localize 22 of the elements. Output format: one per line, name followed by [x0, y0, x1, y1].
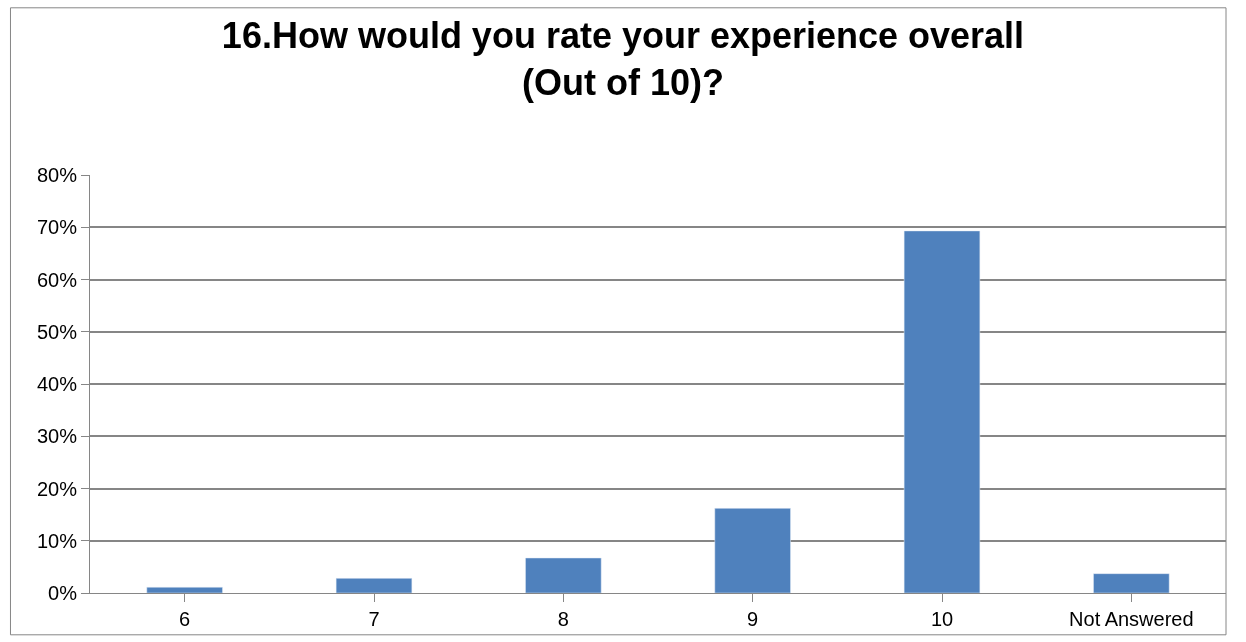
bar [146, 587, 223, 593]
x-tick-label: 7 [368, 608, 380, 630]
bar [335, 578, 413, 593]
bar [1093, 573, 1170, 593]
x-tick-label: 9 [747, 608, 759, 630]
y-tick-label: 80% [36, 164, 78, 186]
x-tick-label: 6 [179, 608, 191, 630]
y-tick-label: 30% [36, 425, 78, 448]
x-tick-label: 8 [557, 608, 569, 630]
y-tick-label: 60% [36, 268, 78, 291]
chart-title: 16.How would you rate your experience overall (Out of 10)? [221, 15, 1025, 103]
bar [525, 557, 602, 593]
y-tick-label: 50% [36, 320, 78, 343]
bar [903, 230, 981, 593]
x-tick-label: 10 [930, 608, 954, 630]
x-tick-label: Not Answered [1069, 608, 1194, 630]
y-tick-label: 20% [36, 477, 78, 500]
bar [714, 508, 791, 593]
y-tick-label: 0% [48, 582, 78, 604]
y-tick-label: 40% [36, 373, 78, 395]
y-tick-label: 10% [36, 529, 78, 552]
y-tick-label: 70% [36, 216, 78, 239]
